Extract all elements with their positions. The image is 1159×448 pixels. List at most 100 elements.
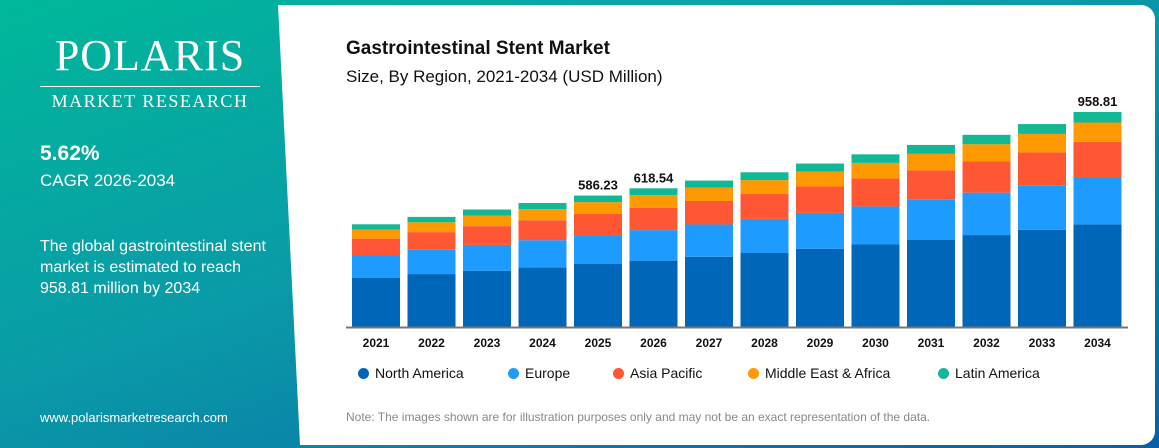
bar-segment-north-america-2030 [851, 244, 900, 327]
bar-segment-europe-2033 [1018, 185, 1066, 230]
legend-item: Asia Pacific [613, 365, 748, 381]
bar-segment-europe-2022 [407, 249, 456, 275]
chart-subtitle: Size, By Region, 2021-2034 (USD Million) [346, 67, 663, 86]
bar-segment-asia-pacific-2021 [352, 238, 400, 256]
bar-segment-latin-america-2025 [574, 195, 622, 203]
bar-segment-europe-2028 [740, 218, 789, 254]
bar-segment-europe-2032 [962, 192, 1011, 236]
bar-segment-asia-pacific-2024 [518, 220, 567, 241]
bar-segment-latin-america-2032 [962, 134, 1011, 145]
x-tick-label: 2033 [1029, 336, 1056, 350]
x-tick-label: 2029 [807, 336, 834, 350]
bar-segment-north-america-2034 [1073, 224, 1122, 327]
bar-segment-latin-america-2028 [740, 172, 789, 181]
bar-segment-asia-pacific-2023 [463, 226, 511, 245]
bar-segment-middle-east-africa-2023 [463, 215, 511, 227]
bar-segment-latin-america-2021 [352, 224, 400, 230]
legend-dot-icon [508, 367, 519, 379]
bar-segment-asia-pacific-2027 [685, 200, 733, 225]
chart-panel: Gastrointestinal Stent Market Size, By R… [278, 5, 1155, 445]
bar-segment-latin-america-2023 [463, 209, 511, 216]
legend-dot-icon [358, 367, 369, 379]
bar-segment-middle-east-africa-2032 [962, 144, 1011, 162]
bar-segment-north-america-2024 [518, 267, 567, 327]
x-tick-label: 2021 [363, 336, 390, 350]
bar-segment-middle-east-africa-2031 [907, 153, 955, 171]
bar-segment-latin-america-2031 [907, 144, 955, 154]
bar-segment-asia-pacific-2030 [851, 178, 900, 207]
legend-item: Europe [508, 365, 613, 381]
legend-item: Latin America [938, 365, 1058, 381]
bar-segment-north-america-2027 [685, 256, 733, 327]
chart-legend: North America Europe Asia Pacific Middle Ea… [358, 365, 1058, 381]
x-tick-label: 2027 [696, 336, 723, 350]
bar-segment-asia-pacific-2026 [629, 207, 678, 231]
bar-segment-latin-america-2030 [851, 154, 900, 163]
disclaimer-note: Note: The images shown are for illustrat… [346, 410, 931, 424]
data-label: 586.23 [578, 178, 618, 193]
legend-dot-icon [613, 367, 624, 379]
x-tick-label: 2023 [474, 336, 501, 350]
website-link[interactable]: www.polarismarketresearch.com [40, 410, 228, 425]
bar-segment-latin-america-2034 [1073, 112, 1122, 123]
bar-segment-asia-pacific-2028 [740, 194, 789, 219]
bar-segment-asia-pacific-2032 [962, 161, 1011, 193]
x-tick-label: 2024 [529, 336, 556, 350]
legend-item: North America [358, 365, 508, 381]
chart-title: Gastrointestinal Stent Market [346, 38, 610, 59]
x-tick-label: 2031 [918, 336, 945, 350]
bar-segment-middle-east-africa-2033 [1018, 133, 1066, 153]
bar-segment-north-america-2028 [740, 253, 789, 327]
bar-segment-north-america-2029 [796, 248, 844, 327]
bar-segment-europe-2024 [518, 240, 567, 268]
bar-segment-asia-pacific-2031 [907, 170, 955, 200]
polaris-logo: POLARIS MARKET RESEARCH [40, 34, 260, 112]
legend-label: Middle East & Africa [765, 365, 891, 381]
bar-segment-europe-2031 [907, 199, 955, 240]
left-panel: POLARIS MARKET RESEARCH 5.62% CAGR 2026-… [0, 0, 290, 448]
bar-segment-north-america-2026 [629, 260, 678, 327]
bar-segment-middle-east-africa-2027 [685, 187, 733, 201]
bar-segment-middle-east-africa-2029 [796, 171, 844, 187]
legend-label: North America [375, 365, 464, 381]
bar-segment-north-america-2033 [1018, 229, 1066, 327]
bar-segment-middle-east-africa-2026 [629, 195, 678, 208]
bar-segment-latin-america-2022 [407, 216, 456, 223]
bar-segment-asia-pacific-2033 [1018, 152, 1066, 186]
bar-segment-north-america-2032 [962, 235, 1011, 327]
bar-segment-europe-2027 [685, 224, 733, 257]
x-tick-label: 2030 [862, 336, 889, 350]
bar-segment-middle-east-africa-2021 [352, 229, 400, 239]
x-tick-label: 2034 [1084, 336, 1111, 350]
bar-segment-middle-east-africa-2022 [407, 222, 456, 233]
cagr-label: CAGR 2026-2034 [40, 171, 176, 190]
data-label: 958.81 [1078, 94, 1118, 109]
bar-segment-north-america-2025 [574, 263, 622, 327]
stacked-bar-chart: 2021 2022 2023 2024 2025 586.23 2026 618.54 2027… [346, 94, 1128, 350]
x-tick-label: 2026 [640, 336, 667, 350]
logo-divider [40, 86, 260, 87]
bar-segment-latin-america-2026 [629, 188, 678, 196]
data-label: 618.54 [634, 170, 675, 185]
bar-segment-europe-2034 [1073, 176, 1122, 225]
legend-dot-icon [748, 367, 759, 379]
x-tick-label: 2032 [973, 336, 1000, 350]
cagr-value: 5.62% [40, 142, 100, 165]
bar-segment-europe-2029 [796, 212, 844, 249]
bar-segment-asia-pacific-2025 [574, 213, 622, 236]
legend-dot-icon [938, 367, 949, 379]
bar-segment-latin-america-2024 [518, 202, 567, 210]
x-tick-label: 2022 [418, 336, 445, 350]
bar-segment-middle-east-africa-2028 [740, 180, 789, 195]
legend-label: Asia Pacific [630, 365, 703, 381]
market-description: The global gastrointestinal stent market… [40, 238, 266, 297]
bar-segment-europe-2021 [352, 255, 400, 278]
bar-segment-asia-pacific-2022 [407, 232, 456, 250]
logo-subtitle: MARKET RESEARCH [51, 91, 249, 111]
bar-segment-middle-east-africa-2030 [851, 162, 900, 179]
legend-item: Middle East & Africa [748, 365, 938, 381]
legend-label: Latin America [955, 365, 1040, 381]
bar-segment-europe-2030 [851, 206, 900, 245]
bar-segment-latin-america-2027 [685, 180, 733, 188]
bar-segment-asia-pacific-2034 [1073, 141, 1122, 177]
